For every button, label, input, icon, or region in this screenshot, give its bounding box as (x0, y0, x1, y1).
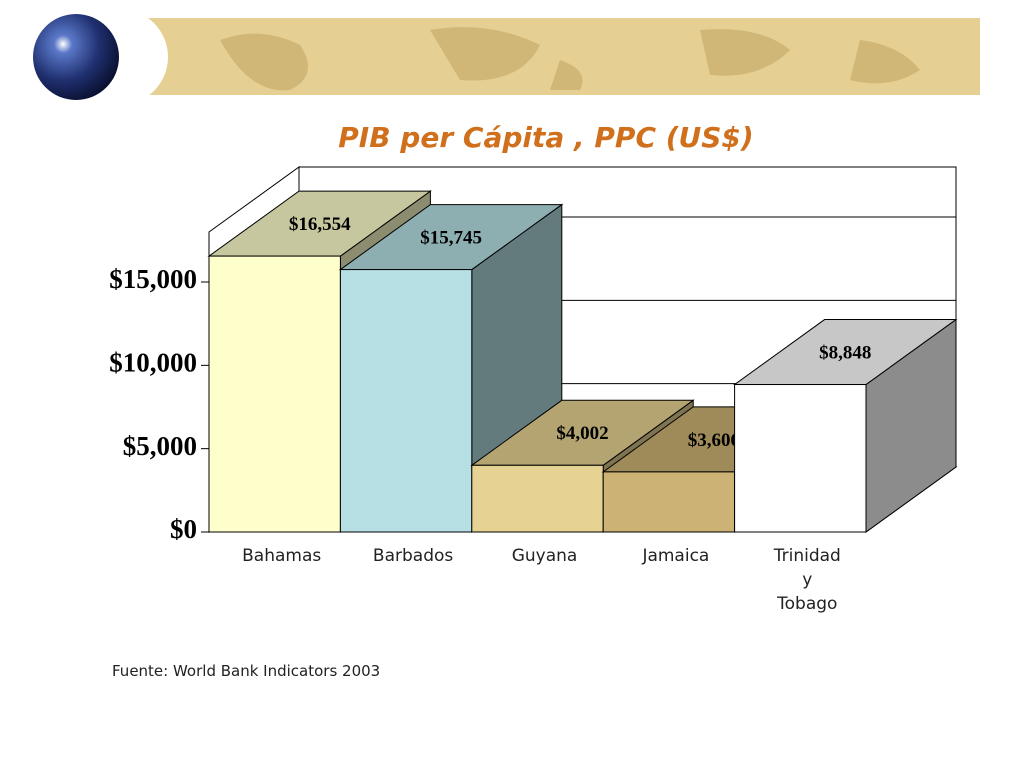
y-tick-label: $15,000 (109, 264, 197, 294)
y-tick-label: $10,000 (109, 348, 197, 378)
bar (339, 269, 473, 533)
data-label: $3,606 (688, 430, 740, 451)
y-tick-label: $5,000 (123, 431, 197, 461)
bar (471, 464, 604, 533)
data-label: $4,002 (556, 423, 608, 444)
x-tick-label: Trinidad y Tobago (773, 546, 841, 614)
y-tick-label: $0 (170, 514, 197, 544)
data-label: $16,554 (289, 214, 351, 235)
x-tick-label: Jamaica (642, 546, 710, 566)
bar (208, 255, 341, 533)
x-tick-label: Bahamas (242, 546, 322, 566)
globe (33, 14, 119, 100)
data-label: $8,848 (819, 342, 871, 363)
bar (602, 471, 736, 533)
bar (734, 384, 867, 533)
x-tick-label: Barbados (372, 546, 454, 566)
header-map (220, 27, 920, 91)
x-tick-label: Guyana (511, 546, 578, 566)
data-label: $15,745 (420, 227, 482, 248)
source: Fuente: World Bank Indicators 2003 (112, 662, 381, 680)
chart-title: PIB per Cápita , PPC (US$) (338, 121, 753, 154)
